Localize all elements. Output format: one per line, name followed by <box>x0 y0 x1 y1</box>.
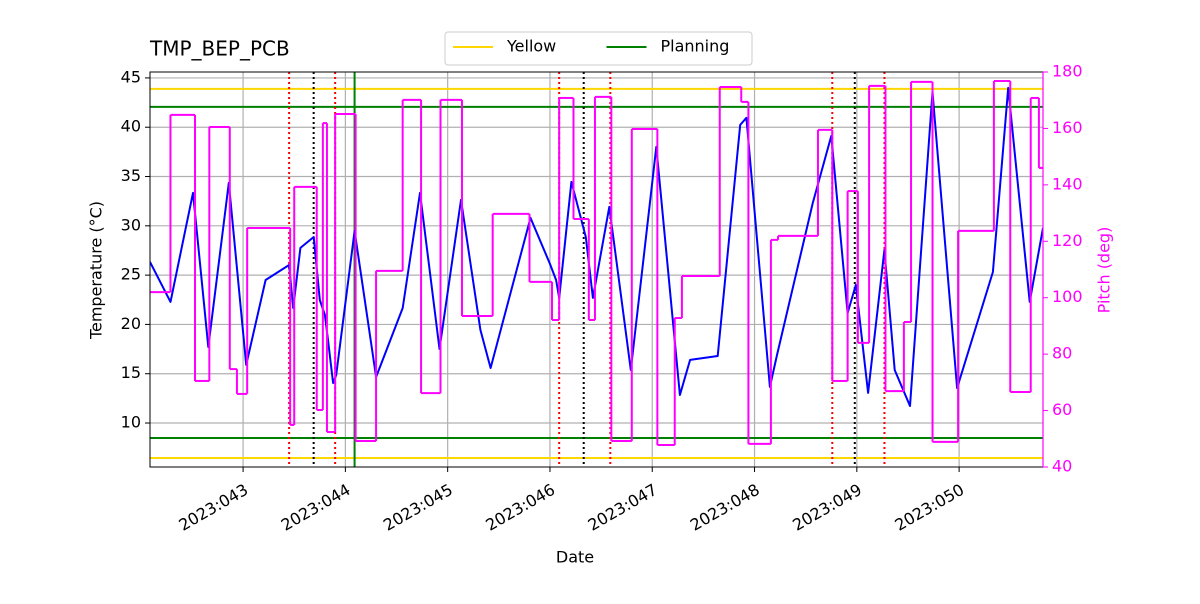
y-tick-label: 40 <box>121 117 141 136</box>
legend-label: Planning <box>661 37 730 56</box>
chart-title: TMP_BEP_PCB <box>149 37 290 61</box>
y-axis-label: Temperature (°C) <box>87 201 106 340</box>
y-tick-label: 35 <box>121 166 141 185</box>
y2-tick-label: 100 <box>1052 287 1083 306</box>
y2-tick-label: 160 <box>1052 118 1083 137</box>
y-tick-label: 45 <box>121 67 141 86</box>
y2-tick-label: 40 <box>1052 457 1072 476</box>
y2-tick-label: 80 <box>1052 344 1072 363</box>
legend-label: Yellow <box>506 37 556 56</box>
y2-axis-label: Pitch (deg) <box>1095 227 1114 314</box>
y2-tick-label: 180 <box>1052 62 1083 81</box>
legend: Yellow Planning <box>444 31 753 66</box>
plot-area <box>150 72 1043 467</box>
y-tick-label: 20 <box>121 314 141 333</box>
grid <box>150 72 1043 467</box>
y-tick-label: 30 <box>121 215 141 234</box>
x-axis-label: Date <box>556 548 594 567</box>
y2-tick-label: 140 <box>1052 174 1083 193</box>
legend-box <box>444 31 753 66</box>
y-tick-label: 25 <box>121 265 141 284</box>
y-tick-label: 15 <box>121 363 141 382</box>
y-tick-label: 10 <box>121 413 141 432</box>
y2-tick-label: 60 <box>1052 400 1072 419</box>
y2-tick-label: 120 <box>1052 231 1083 250</box>
